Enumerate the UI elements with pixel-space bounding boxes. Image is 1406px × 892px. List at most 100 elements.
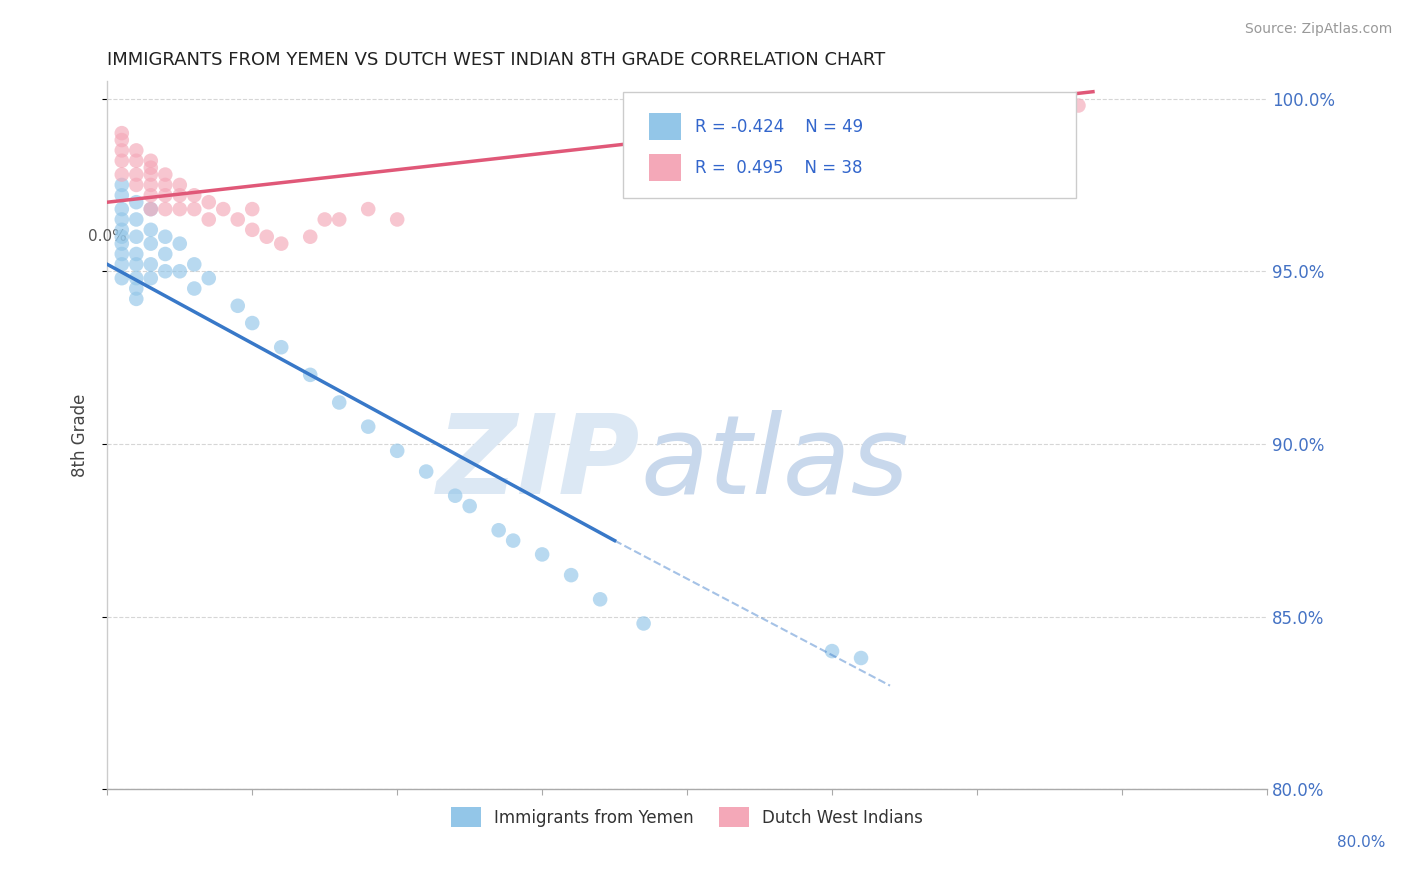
Point <box>125 153 148 168</box>
Point <box>328 212 350 227</box>
Point <box>299 368 322 382</box>
Legend: Immigrants from Yemen, Dutch West Indians: Immigrants from Yemen, Dutch West Indian… <box>444 800 929 834</box>
Point <box>125 292 148 306</box>
Point <box>169 202 191 216</box>
Point <box>183 257 205 271</box>
Point <box>314 212 336 227</box>
Point <box>589 592 612 607</box>
Text: Source: ZipAtlas.com: Source: ZipAtlas.com <box>1244 22 1392 37</box>
Point <box>111 133 134 147</box>
Point <box>155 188 177 202</box>
Point <box>821 644 844 658</box>
Point <box>125 168 148 182</box>
Point <box>139 153 162 168</box>
Text: ZIP: ZIP <box>437 410 641 517</box>
Point <box>357 419 380 434</box>
Point <box>125 212 148 227</box>
Point <box>125 257 148 271</box>
Point <box>226 299 249 313</box>
Point <box>111 247 134 261</box>
Point <box>169 236 191 251</box>
Point <box>155 168 177 182</box>
Text: R = -0.424    N = 49: R = -0.424 N = 49 <box>695 118 863 136</box>
Point <box>226 212 249 227</box>
Text: IMMIGRANTS FROM YEMEN VS DUTCH WEST INDIAN 8TH GRADE CORRELATION CHART: IMMIGRANTS FROM YEMEN VS DUTCH WEST INDI… <box>107 51 886 69</box>
FancyBboxPatch shape <box>623 92 1076 198</box>
Point <box>125 271 148 285</box>
Point <box>387 212 409 227</box>
Point <box>139 202 162 216</box>
Point <box>139 202 162 216</box>
Point <box>633 616 655 631</box>
Point <box>270 340 292 354</box>
Point <box>256 229 278 244</box>
Point <box>139 236 162 251</box>
Point <box>125 195 148 210</box>
Point <box>139 271 162 285</box>
Point <box>139 178 162 192</box>
Point <box>328 395 350 409</box>
Point <box>125 229 148 244</box>
Point <box>139 161 162 175</box>
Point <box>139 223 162 237</box>
Point <box>197 195 219 210</box>
Point <box>299 229 322 244</box>
Point <box>155 229 177 244</box>
Point <box>111 126 134 140</box>
Point <box>183 188 205 202</box>
Point <box>155 264 177 278</box>
Text: atlas: atlas <box>641 410 910 517</box>
Point <box>560 568 582 582</box>
Point <box>458 499 481 513</box>
Point <box>155 202 177 216</box>
Y-axis label: 8th Grade: 8th Grade <box>72 393 89 477</box>
Text: R =  0.495    N = 38: R = 0.495 N = 38 <box>695 159 863 177</box>
Point <box>240 316 263 330</box>
Point <box>270 236 292 251</box>
Point <box>387 443 409 458</box>
Point <box>125 247 148 261</box>
Bar <box>648 154 682 181</box>
Text: 80.0%: 80.0% <box>1337 836 1385 850</box>
Point <box>444 489 467 503</box>
Point <box>111 188 134 202</box>
Point <box>111 153 134 168</box>
Point <box>488 523 510 537</box>
Point <box>139 257 162 271</box>
Point <box>111 202 134 216</box>
Point <box>849 651 872 665</box>
Point <box>240 202 263 216</box>
Point <box>125 281 148 295</box>
Point <box>502 533 524 548</box>
Text: 0.0%: 0.0% <box>89 228 127 244</box>
Point <box>183 281 205 295</box>
Point <box>139 188 162 202</box>
Bar <box>648 113 682 140</box>
Point <box>169 188 191 202</box>
Point <box>111 236 134 251</box>
Point <box>125 144 148 158</box>
Point <box>212 202 235 216</box>
Point <box>197 212 219 227</box>
Point <box>111 257 134 271</box>
Point <box>169 178 191 192</box>
Point <box>125 178 148 192</box>
Point <box>155 247 177 261</box>
Point <box>155 178 177 192</box>
Point <box>111 178 134 192</box>
Point <box>1067 98 1090 112</box>
Point <box>197 271 219 285</box>
Point <box>111 271 134 285</box>
Point <box>357 202 380 216</box>
Point <box>183 202 205 216</box>
Point <box>139 168 162 182</box>
Point <box>415 465 437 479</box>
Point <box>531 548 554 562</box>
Point <box>111 223 134 237</box>
Point <box>111 144 134 158</box>
Point <box>111 212 134 227</box>
Point <box>111 168 134 182</box>
Point <box>240 223 263 237</box>
Point <box>111 229 134 244</box>
Point <box>169 264 191 278</box>
